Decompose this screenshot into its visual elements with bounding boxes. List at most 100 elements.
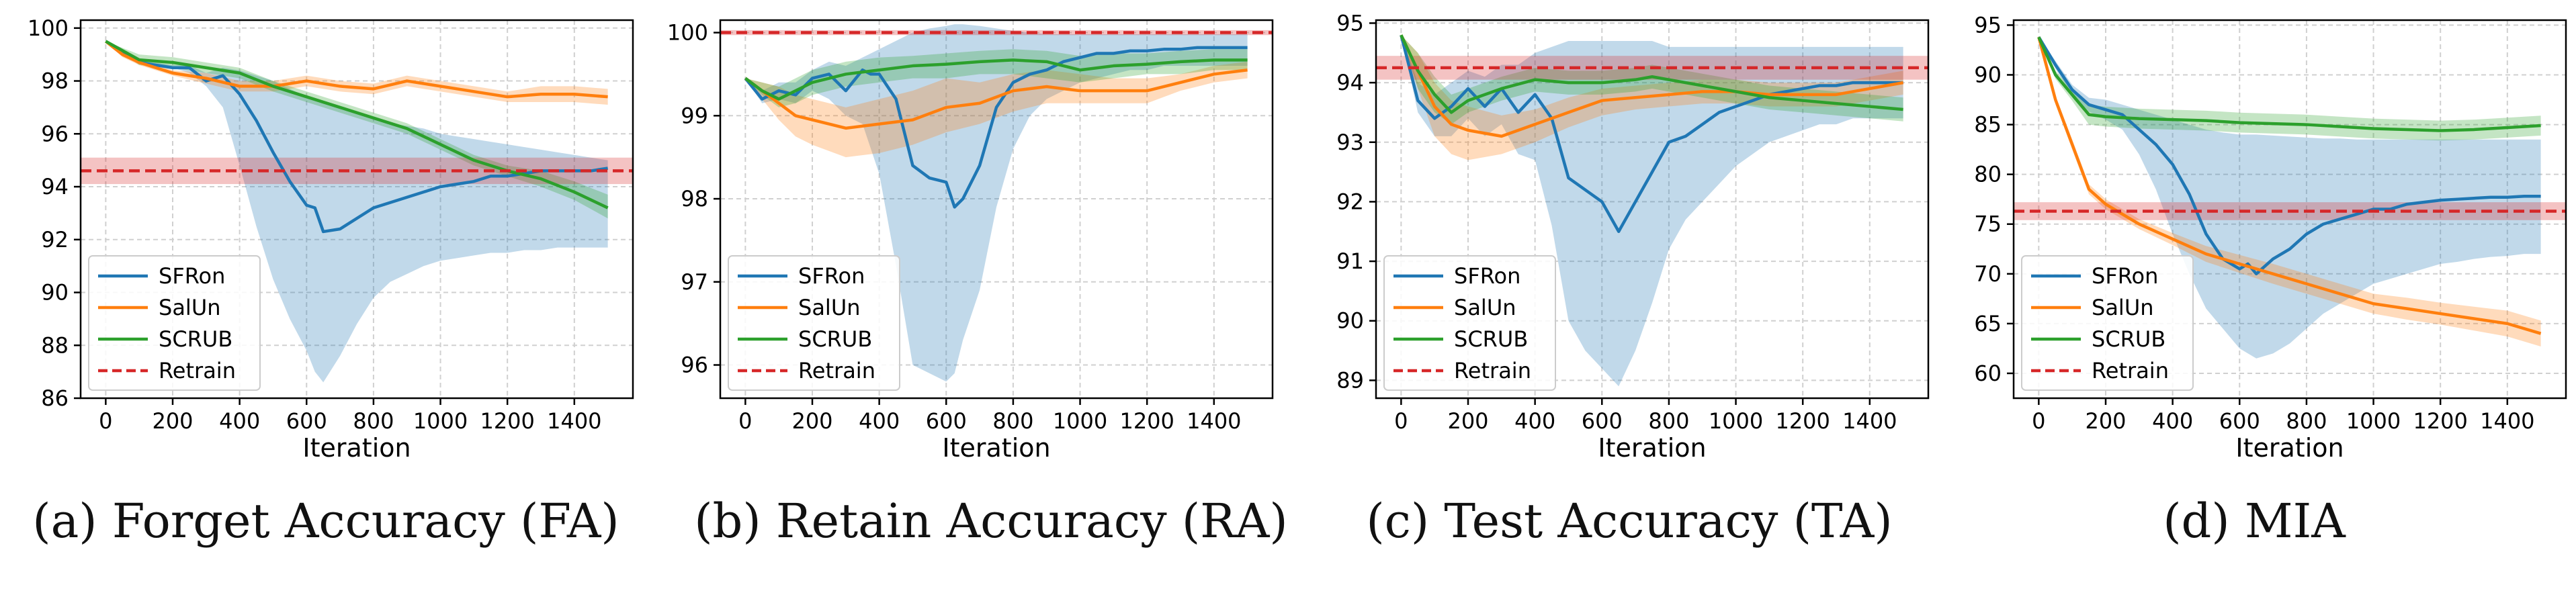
x-tick-label: 1400 <box>1842 408 1897 434</box>
legend-label-retrain: Retrain <box>2092 358 2169 383</box>
y-tick-label: 86 <box>41 385 69 411</box>
x-tick-label: 1000 <box>413 408 468 434</box>
x-tick-label: 1000 <box>1709 408 1763 434</box>
legend-label-scrub: SCRUB <box>159 326 232 352</box>
series-line-salun <box>2037 36 2542 335</box>
x-tick-label: 600 <box>926 408 967 434</box>
plot-area <box>720 24 1273 382</box>
panel-c-test-accuracy: 0 200 400 600 800 1000 1200 1400 89 90 91 92 93 94 95 I… <box>1336 10 1930 463</box>
series-line-salun <box>1400 34 1904 138</box>
series-line-salun <box>104 40 608 99</box>
legend-label-scrub: SCRUB <box>798 326 872 352</box>
x-axis-label: Iteration <box>2235 433 2344 463</box>
x-tick-label: 800 <box>2286 408 2327 434</box>
band-scrub <box>1401 35 1903 125</box>
band-scrub <box>2038 37 2541 141</box>
x-tick-label: 800 <box>1648 408 1689 434</box>
x-tick-label: 800 <box>353 408 394 434</box>
x-axis-label: Iteration <box>1598 433 1706 463</box>
y-tick-label: 92 <box>1336 189 1364 214</box>
x-tick-label: 200 <box>152 408 193 434</box>
band-sfron <box>2038 37 2541 359</box>
y-tick-label: 80 <box>1974 162 2002 187</box>
series-line-salun <box>744 68 1248 130</box>
x-tick-label: 200 <box>2085 408 2126 434</box>
legend-label-sfron: SFRon <box>2092 263 2158 289</box>
panel-a-forget-accuracy: 0 200 400 600 800 1000 1200 1400 86 88 90 92 94 96 98 1… <box>28 15 634 463</box>
x-tick-label: 1400 <box>1187 408 1241 434</box>
y-tick-label: 85 <box>1974 112 2002 138</box>
x-tick-label: 200 <box>1447 408 1488 434</box>
band-salun <box>105 41 608 105</box>
legend-label-retrain: Retrain <box>159 358 236 383</box>
y-tick-label: 100 <box>28 15 69 41</box>
legend-box <box>88 255 261 391</box>
x-tick-label: 0 <box>99 408 112 434</box>
series-line-sfron <box>744 46 1248 209</box>
caption-panel-d: (d) MIA <box>2163 494 2346 549</box>
x-axis-label: Iteration <box>302 433 411 463</box>
legend-label-retrain: Retrain <box>798 358 875 383</box>
x-tick-label: 1000 <box>1053 408 1107 434</box>
y-tick-label: 91 <box>1336 248 1364 274</box>
x-tick-label: 400 <box>219 408 260 434</box>
legend-label-retrain: Retrain <box>1454 358 1531 383</box>
x-axis-label: Iteration <box>942 433 1050 463</box>
x-tick-label: 1400 <box>547 408 601 434</box>
y-tick-label: 70 <box>1974 261 2002 287</box>
plot-area <box>81 40 633 383</box>
y-tick-label: 75 <box>1974 212 2002 237</box>
x-tick-label: 200 <box>791 408 832 434</box>
y-tick-label: 96 <box>681 353 708 378</box>
y-tick-label: 95 <box>1974 12 2002 38</box>
y-tick-label: 90 <box>1974 62 2002 87</box>
y-tick-label: 60 <box>1974 361 2002 386</box>
x-tick-label: 600 <box>1582 408 1623 434</box>
x-tick-label: 0 <box>2032 408 2045 434</box>
y-tick-label: 98 <box>41 68 69 94</box>
y-tick-label: 88 <box>41 332 69 358</box>
y-tick-label: 90 <box>41 280 69 306</box>
series-line-scrub <box>1400 34 1903 114</box>
legend-label-scrub: SCRUB <box>2092 326 2165 352</box>
band-salun <box>2038 37 2541 346</box>
plot-frame <box>79 19 634 400</box>
y-tick-label: 92 <box>41 227 69 252</box>
x-tick-label: 0 <box>738 408 752 434</box>
y-tick-label: 97 <box>681 269 708 295</box>
legend-label-salun: SalUn <box>798 295 861 320</box>
legend-label-sfron: SFRon <box>798 263 865 289</box>
y-tick-label: 94 <box>1336 70 1364 95</box>
x-tick-label: 400 <box>2152 408 2193 434</box>
y-tick-label: 93 <box>1336 130 1364 155</box>
x-tick-label: 400 <box>1514 408 1555 434</box>
x-tick-label: 1200 <box>1119 408 1174 434</box>
band-sfron <box>1401 35 1903 387</box>
legend-box <box>2021 255 2194 391</box>
y-tick-label: 98 <box>681 186 708 212</box>
y-tick-label: 90 <box>1336 308 1364 334</box>
plot-area <box>1376 34 1928 387</box>
x-tick-label: 1200 <box>2413 408 2467 434</box>
x-tick-label: 1000 <box>2346 408 2401 434</box>
panel-d-mia: 0 200 400 600 800 1000 1200 1400 60 65 70 75 80 85 90 9… <box>1974 12 2567 463</box>
legend-label-sfron: SFRon <box>159 263 225 289</box>
plot-area <box>2014 36 2566 359</box>
plot-frame <box>1375 19 1930 400</box>
band-scrub <box>745 49 1248 107</box>
y-tick-label: 100 <box>667 20 708 46</box>
x-tick-label: 600 <box>286 408 327 434</box>
y-tick-label: 99 <box>681 103 708 128</box>
x-tick-label: 400 <box>859 408 900 434</box>
series-line-sfron <box>1400 34 1903 233</box>
y-tick-label: 96 <box>41 121 69 146</box>
y-tick-label: 95 <box>1336 10 1364 36</box>
legend-label-scrub: SCRUB <box>1454 326 1528 352</box>
x-tick-label: 1200 <box>480 408 534 434</box>
x-tick-label: 1200 <box>1775 408 1830 434</box>
y-tick-label: 65 <box>1974 311 2002 336</box>
x-tick-label: 600 <box>2219 408 2260 434</box>
caption-panel-c: (c) Test Accuracy (TA) <box>1366 494 1893 549</box>
series-line-scrub <box>2037 36 2541 132</box>
